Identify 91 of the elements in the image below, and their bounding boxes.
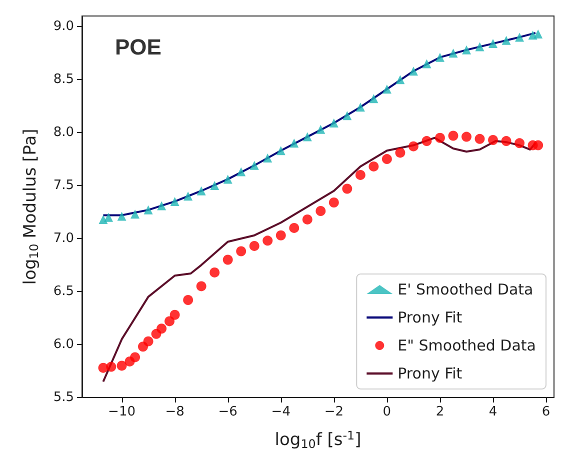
point [488, 39, 498, 48]
point [236, 246, 246, 256]
point [170, 196, 180, 206]
x-tick-label: −4 [271, 404, 290, 420]
point [98, 214, 108, 224]
y-tick-label: 5.5 [53, 390, 74, 405]
point [382, 84, 392, 94]
point [488, 134, 498, 145]
y-tick-label: 8.5 [53, 72, 74, 88]
point [342, 111, 352, 120]
annotation: POE [115, 34, 162, 60]
y-tick-label: 8.0 [53, 125, 74, 140]
point [502, 36, 511, 45]
point [501, 136, 512, 146]
point [223, 174, 232, 184]
x-tick-label: −2 [324, 404, 344, 420]
point [368, 161, 379, 172]
x-tick-label: −8 [165, 404, 184, 420]
point [435, 52, 444, 62]
point [316, 206, 326, 216]
point [515, 32, 524, 42]
point [250, 160, 259, 170]
point [395, 148, 406, 158]
x-tick-label: 4 [488, 404, 498, 420]
point [222, 254, 233, 265]
x-tick-label: −10 [108, 404, 136, 420]
point [183, 295, 194, 306]
point [342, 184, 352, 194]
point [144, 205, 153, 214]
legend-label: Prony Fit [398, 308, 462, 326]
point [382, 154, 392, 164]
point [184, 192, 193, 201]
point [408, 66, 418, 76]
point [474, 134, 485, 144]
point [302, 132, 312, 142]
point [236, 167, 246, 176]
point [143, 336, 154, 346]
point [448, 48, 458, 58]
y-tick-label: 6.0 [53, 337, 74, 352]
point [170, 310, 180, 320]
point [329, 118, 338, 128]
y-tick-label: 7.0 [53, 231, 74, 246]
point [328, 198, 339, 208]
point [290, 138, 299, 148]
point [422, 136, 432, 146]
point [355, 170, 366, 180]
point [210, 181, 220, 190]
point [157, 201, 166, 210]
point [514, 138, 525, 148]
point [196, 281, 206, 292]
point [475, 42, 484, 52]
y-tick-label: 7.5 [53, 178, 74, 194]
point [533, 140, 544, 150]
point [396, 75, 405, 84]
point [196, 186, 206, 196]
point [106, 362, 116, 372]
point [164, 316, 175, 326]
x-tick-label: −6 [218, 404, 238, 420]
x-tick-label: 0 [382, 404, 392, 420]
x-tick-label: 2 [436, 404, 444, 420]
point [249, 240, 260, 251]
point [263, 154, 272, 163]
point [534, 30, 543, 39]
point [130, 210, 140, 219]
point [210, 267, 220, 278]
legend-label: E" Smoothed Data [398, 336, 536, 354]
point [369, 94, 378, 104]
point [262, 236, 273, 246]
point [316, 124, 326, 134]
legend-label: E' Smoothed Data [398, 280, 534, 298]
point [276, 230, 286, 240]
point [130, 352, 140, 362]
legend-label: Prony Fit [398, 364, 462, 382]
y-tick-label: 6.5 [53, 284, 74, 300]
point [302, 214, 312, 224]
point [117, 212, 126, 221]
point [356, 102, 365, 112]
point [434, 132, 445, 143]
point [116, 360, 127, 371]
point [156, 324, 167, 334]
point [289, 222, 300, 233]
point [462, 132, 472, 142]
point [448, 130, 458, 141]
point [408, 141, 418, 152]
x-tick-label: 6 [542, 404, 550, 420]
y-axis-title: log10 Modulus [Pa] [20, 128, 41, 285]
point [422, 59, 432, 68]
y-tick-label: 9.0 [53, 19, 74, 34]
point [276, 146, 286, 156]
point [104, 212, 114, 222]
point [462, 45, 471, 54]
